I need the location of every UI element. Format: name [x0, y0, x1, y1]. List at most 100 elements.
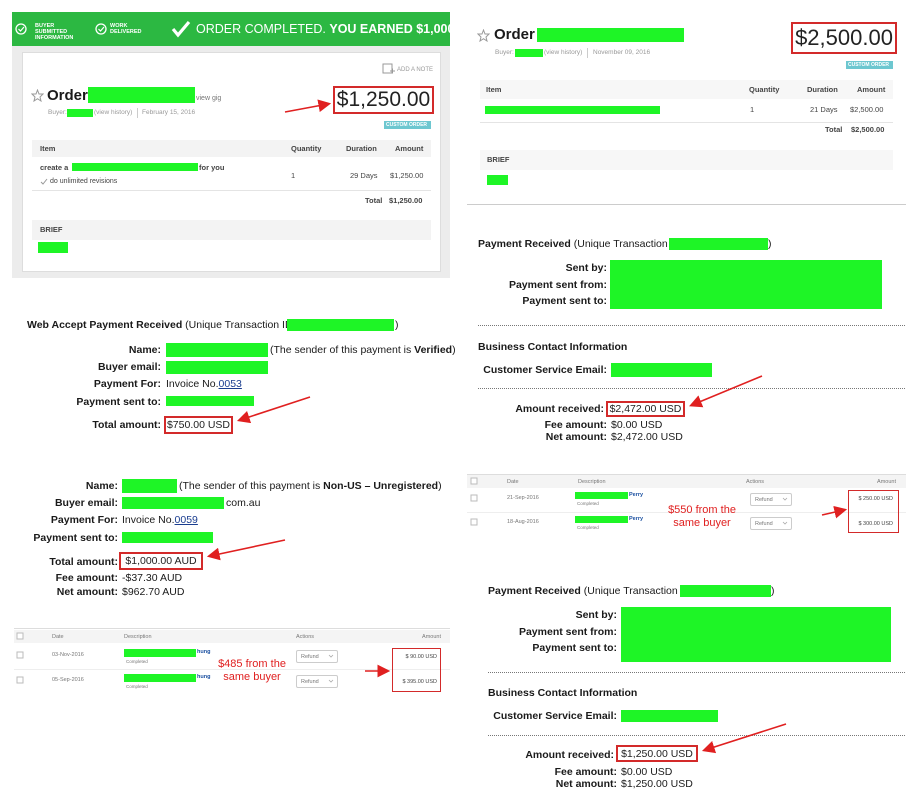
sender-note: (The sender of this payment is Verified): [270, 343, 456, 357]
contact-title: Business Contact Information: [488, 687, 638, 699]
sent-to: Payment sent to:: [532, 642, 617, 654]
sent-to: Payment sent to:: [33, 532, 118, 544]
close: ): [452, 344, 456, 356]
invoice-prefix: Invoice No.: [122, 514, 175, 526]
date: 21-Sep-2016: [507, 495, 539, 501]
date: 03-Nov-2016: [52, 652, 84, 658]
date: February 15, 2016: [142, 109, 196, 116]
email-suffix: com.au: [226, 497, 261, 509]
amount: $ 395.00 USD: [402, 679, 437, 685]
fee: -$37.30 AUD: [122, 572, 183, 584]
sent-to: Payment sent to:: [76, 396, 161, 408]
amount-label: Amount received:: [515, 403, 604, 415]
total-label: Total amount:: [92, 419, 161, 431]
polygon: [31, 89, 44, 102]
dropdown: [296, 650, 338, 663]
redaction: [487, 175, 508, 185]
redaction: [515, 49, 543, 57]
path: [18, 26, 25, 32]
name: hung: [197, 674, 211, 680]
id-close: ): [768, 238, 772, 250]
id-close: ): [395, 319, 399, 331]
redaction: [124, 649, 196, 657]
redaction: [485, 106, 660, 114]
note: (The sender of this payment is: [179, 480, 321, 492]
sender-note: (The sender of this payment is Non-US – …: [179, 479, 442, 493]
quantity: 1: [291, 171, 296, 180]
separator: [587, 48, 588, 58]
action: Refund: [301, 654, 319, 660]
brief: BRIEF: [40, 225, 63, 234]
line: [689, 375, 763, 408]
date: 05-Sep-2016: [52, 677, 84, 683]
badge: [846, 61, 893, 69]
banner-message: ORDER COMPLETED. YOU EARNED $1,000: [196, 22, 454, 36]
banner: [12, 12, 450, 46]
path: [171, 20, 191, 38]
text: Amount: [857, 85, 886, 94]
redaction: [680, 585, 771, 597]
banner-icons: [15, 20, 191, 38]
divider: [478, 388, 905, 389]
redaction: [122, 532, 213, 543]
divider: [488, 672, 905, 673]
text: Item: [486, 85, 502, 94]
fee-label: Fee amount:: [554, 766, 617, 778]
invoice-number: 0053: [218, 378, 242, 390]
title: Payment Received: [488, 585, 581, 597]
invoice-prefix: Invoice No.: [166, 378, 219, 390]
line: [701, 723, 787, 754]
amount: $2,500.00: [850, 105, 884, 114]
sent-by: Sent by:: [575, 609, 617, 621]
name: hung: [197, 649, 211, 655]
status: Completed: [126, 684, 148, 689]
note: $485 from the same buyer: [218, 658, 286, 683]
text: Actions: [296, 634, 315, 640]
text: Date: [52, 634, 64, 640]
highlight-box: [848, 490, 899, 533]
highlight-box: [392, 648, 441, 692]
row-line: [32, 190, 431, 191]
star-icon: [477, 29, 490, 42]
checkboxes: [16, 632, 24, 684]
message: ORDER COMPLETED.: [196, 22, 326, 36]
quantity: 1: [750, 105, 755, 114]
rect: [16, 632, 24, 640]
fee-label: Fee amount:: [544, 419, 607, 431]
redaction: [166, 396, 254, 406]
fee-label: Fee amount:: [55, 572, 118, 584]
note: $550 from the same buyer: [668, 504, 736, 529]
note-icon: [382, 63, 395, 74]
buyer-label: Buyer:: [48, 109, 67, 116]
total: $2,500.00: [851, 125, 885, 134]
redaction: [67, 109, 93, 117]
amount-box: $2,500.00: [791, 22, 897, 54]
text: Duration: [346, 144, 377, 153]
brief-header: [32, 220, 431, 240]
row-line: [14, 669, 450, 670]
text: Amount: [395, 144, 424, 153]
redaction: [669, 238, 768, 250]
action: Refund: [755, 497, 773, 503]
rect: [470, 518, 478, 526]
close: ): [438, 480, 442, 492]
redaction: [621, 710, 718, 722]
action: Refund: [301, 679, 319, 685]
amount-box: $750.00 USD: [164, 416, 233, 434]
text: Description: [578, 479, 606, 485]
contact-title: Business Contact Information: [478, 341, 628, 353]
title: Order: [47, 87, 88, 104]
circle: [95, 23, 107, 35]
separator: [137, 108, 138, 118]
payment-title: Web Accept Payment Received (Unique Tran…: [27, 318, 293, 332]
email-label: Customer Service Email:: [493, 710, 617, 722]
line: [206, 539, 286, 561]
id-label: (Unique Transaction ID: [185, 319, 293, 331]
net: $2,472.00 USD: [611, 431, 683, 443]
redaction: [621, 607, 891, 662]
redaction: [166, 361, 268, 374]
path: [40, 178, 48, 185]
id-close: ): [771, 585, 775, 597]
redaction: [575, 492, 628, 499]
amount-box: $1,250.00: [333, 86, 434, 114]
